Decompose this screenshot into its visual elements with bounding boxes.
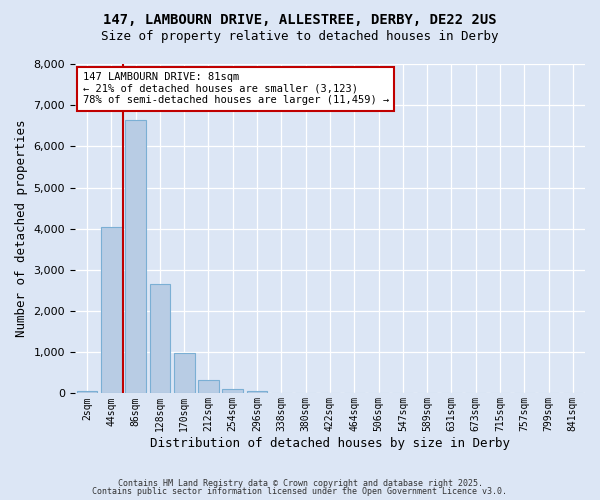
X-axis label: Distribution of detached houses by size in Derby: Distribution of detached houses by size …: [150, 437, 510, 450]
Text: Size of property relative to detached houses in Derby: Size of property relative to detached ho…: [101, 30, 499, 43]
Bar: [223, 390, 243, 394]
Bar: [125, 120, 146, 394]
Bar: [77, 392, 97, 394]
Y-axis label: Number of detached properties: Number of detached properties: [15, 120, 28, 338]
Text: 147 LAMBOURN DRIVE: 81sqm
← 21% of detached houses are smaller (3,123)
78% of se: 147 LAMBOURN DRIVE: 81sqm ← 21% of detac…: [83, 72, 389, 106]
Bar: [149, 284, 170, 394]
Bar: [101, 226, 122, 394]
Bar: [247, 392, 268, 394]
Text: 147, LAMBOURN DRIVE, ALLESTREE, DERBY, DE22 2US: 147, LAMBOURN DRIVE, ALLESTREE, DERBY, D…: [103, 12, 497, 26]
Text: Contains HM Land Registry data © Crown copyright and database right 2025.: Contains HM Land Registry data © Crown c…: [118, 478, 482, 488]
Bar: [198, 380, 219, 394]
Bar: [174, 353, 194, 394]
Text: Contains public sector information licensed under the Open Government Licence v3: Contains public sector information licen…: [92, 487, 508, 496]
